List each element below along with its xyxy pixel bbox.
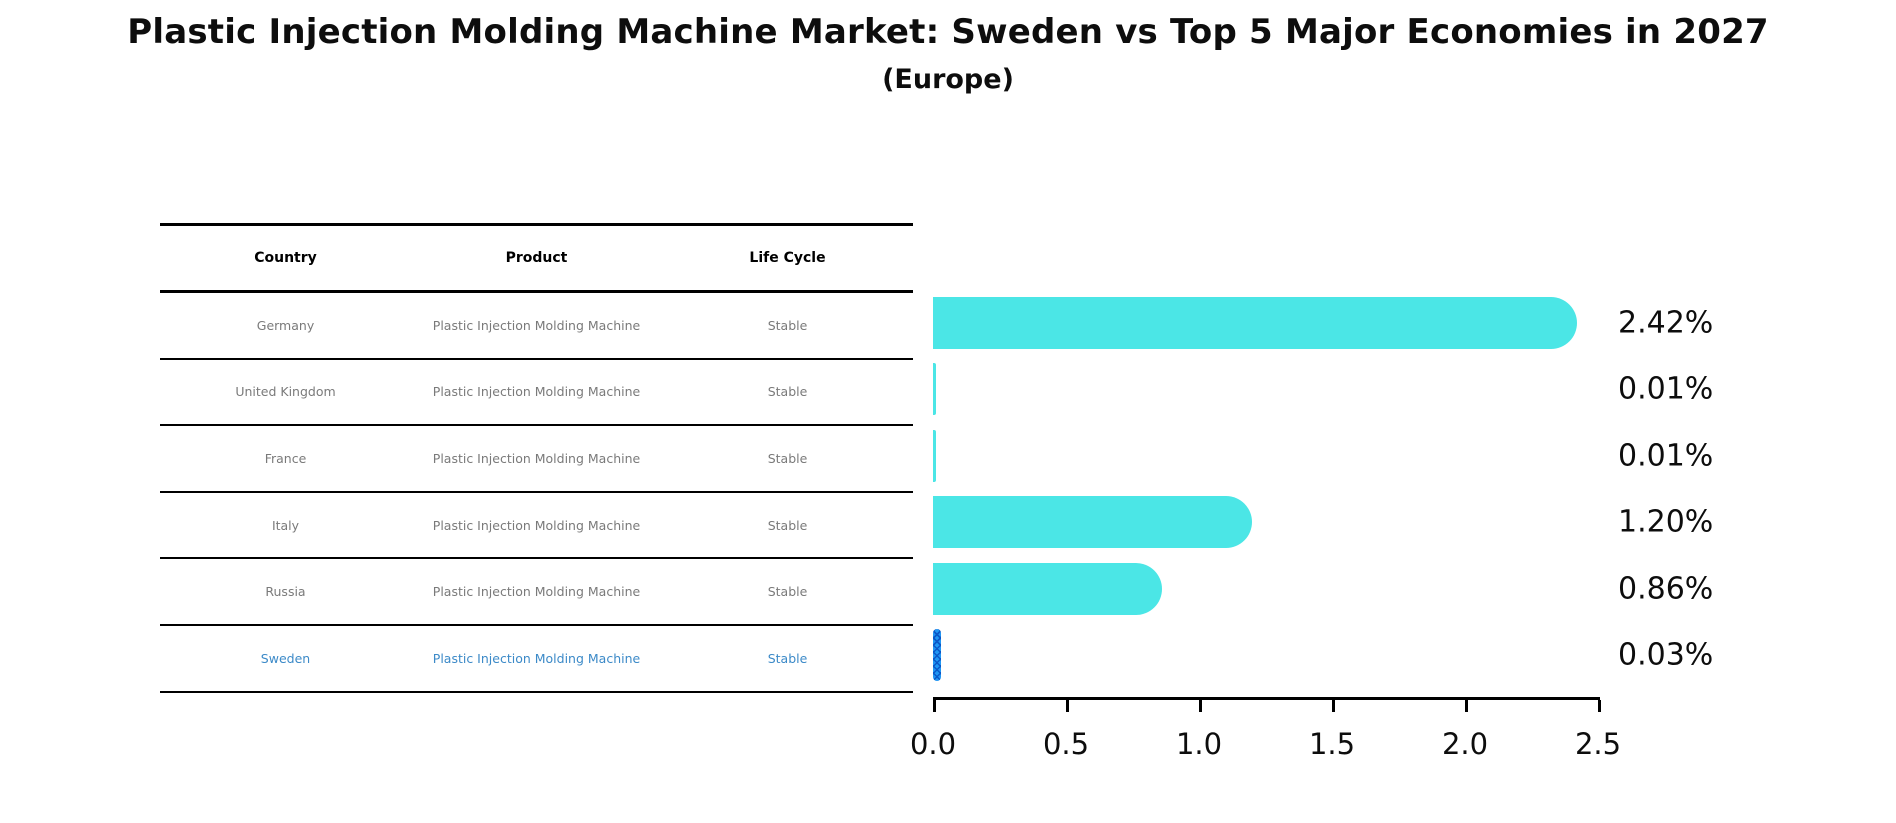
cell-product: Plastic Injection Molding Machine: [432, 650, 641, 666]
table-row-sweden: Sweden Plastic Injection Molding Machine S…: [160, 626, 913, 693]
cell-country: France: [264, 450, 307, 466]
bar-sweden: [933, 629, 941, 681]
cell-product: Plastic Injection Molding Machine: [432, 384, 641, 400]
column-header-country: Country: [254, 250, 317, 266]
x-tick-label-2.0: 2.0: [1441, 727, 1489, 761]
cell-product: Plastic Injection Molding Machine: [432, 584, 641, 600]
x-tick-0.5: [1066, 700, 1069, 712]
x-tick-label-0.0: 0.0: [909, 727, 957, 761]
table-row-germany: Germany Plastic Injection Molding Machine…: [160, 293, 913, 360]
x-axis-line: [933, 697, 1600, 700]
cell-life-cycle: Stable: [767, 317, 808, 333]
x-tick-1.0: [1199, 700, 1202, 712]
cell-product: Plastic Injection Molding Machine: [432, 450, 641, 466]
value-label-russia: 0.86%: [1618, 571, 1714, 607]
table-row-italy: Italy Plastic Injection Molding Machine St…: [160, 493, 913, 560]
x-tick-label-0.5: 0.5: [1042, 727, 1090, 761]
table-header-row: Country Product Life Cycle: [160, 226, 913, 293]
table-row-france: France Plastic Injection Molding Machine S…: [160, 426, 913, 493]
table-row-united-kingdom: United Kingdom Plastic Injection Molding …: [160, 360, 913, 427]
cell-product: Plastic Injection Molding Machine: [432, 517, 641, 533]
cell-life-cycle: Stable: [767, 450, 808, 466]
chart-title: Plastic Injection Molding Machine Market…: [127, 12, 1769, 52]
x-tick-label-1.0: 1.0: [1175, 727, 1223, 761]
value-label-italy: 1.20%: [1618, 504, 1714, 540]
cell-life-cycle: Stable: [767, 517, 808, 533]
cell-life-cycle: Stable: [767, 584, 808, 600]
column-header-product: Product: [505, 250, 568, 266]
x-tick-2.0: [1465, 700, 1468, 712]
value-label-france: 0.01%: [1618, 438, 1714, 474]
cell-life-cycle: Stable: [767, 384, 808, 400]
bar-germany: [933, 297, 1577, 349]
cell-country: United Kingdom: [235, 384, 336, 400]
cell-country: Italy: [271, 517, 300, 533]
bar-united-kingdom: [933, 363, 936, 416]
bar-russia: [933, 562, 1162, 615]
cell-life-cycle: Stable: [767, 650, 808, 666]
cell-country: Sweden: [260, 650, 311, 666]
x-tick-2.5: [1598, 700, 1601, 712]
cell-country: Germany: [256, 317, 315, 333]
x-tick-label-1.5: 1.5: [1308, 727, 1356, 761]
x-tick-1.5: [1332, 700, 1335, 712]
x-tick-label-2.5: 2.5: [1574, 727, 1622, 761]
value-label-united-kingdom: 0.01%: [1618, 371, 1714, 407]
cell-country: Russia: [265, 584, 306, 600]
table-rows: Germany Plastic Injection Molding Machine…: [160, 293, 913, 693]
value-label-germany: 2.42%: [1618, 305, 1714, 341]
chart-subtitle: (Europe): [882, 64, 1014, 95]
value-label-sweden: 0.03%: [1618, 637, 1714, 673]
bar-italy: [933, 496, 1253, 549]
bar-france: [933, 429, 936, 482]
country-table: Country Product Life Cycle Germany Plasti…: [160, 223, 913, 693]
column-header-life-cycle: Life Cycle: [749, 250, 826, 266]
table-row-russia: Russia Plastic Injection Molding Machine S…: [160, 559, 913, 626]
cell-product: Plastic Injection Molding Machine: [432, 317, 641, 333]
x-tick-0.0: [933, 700, 936, 712]
